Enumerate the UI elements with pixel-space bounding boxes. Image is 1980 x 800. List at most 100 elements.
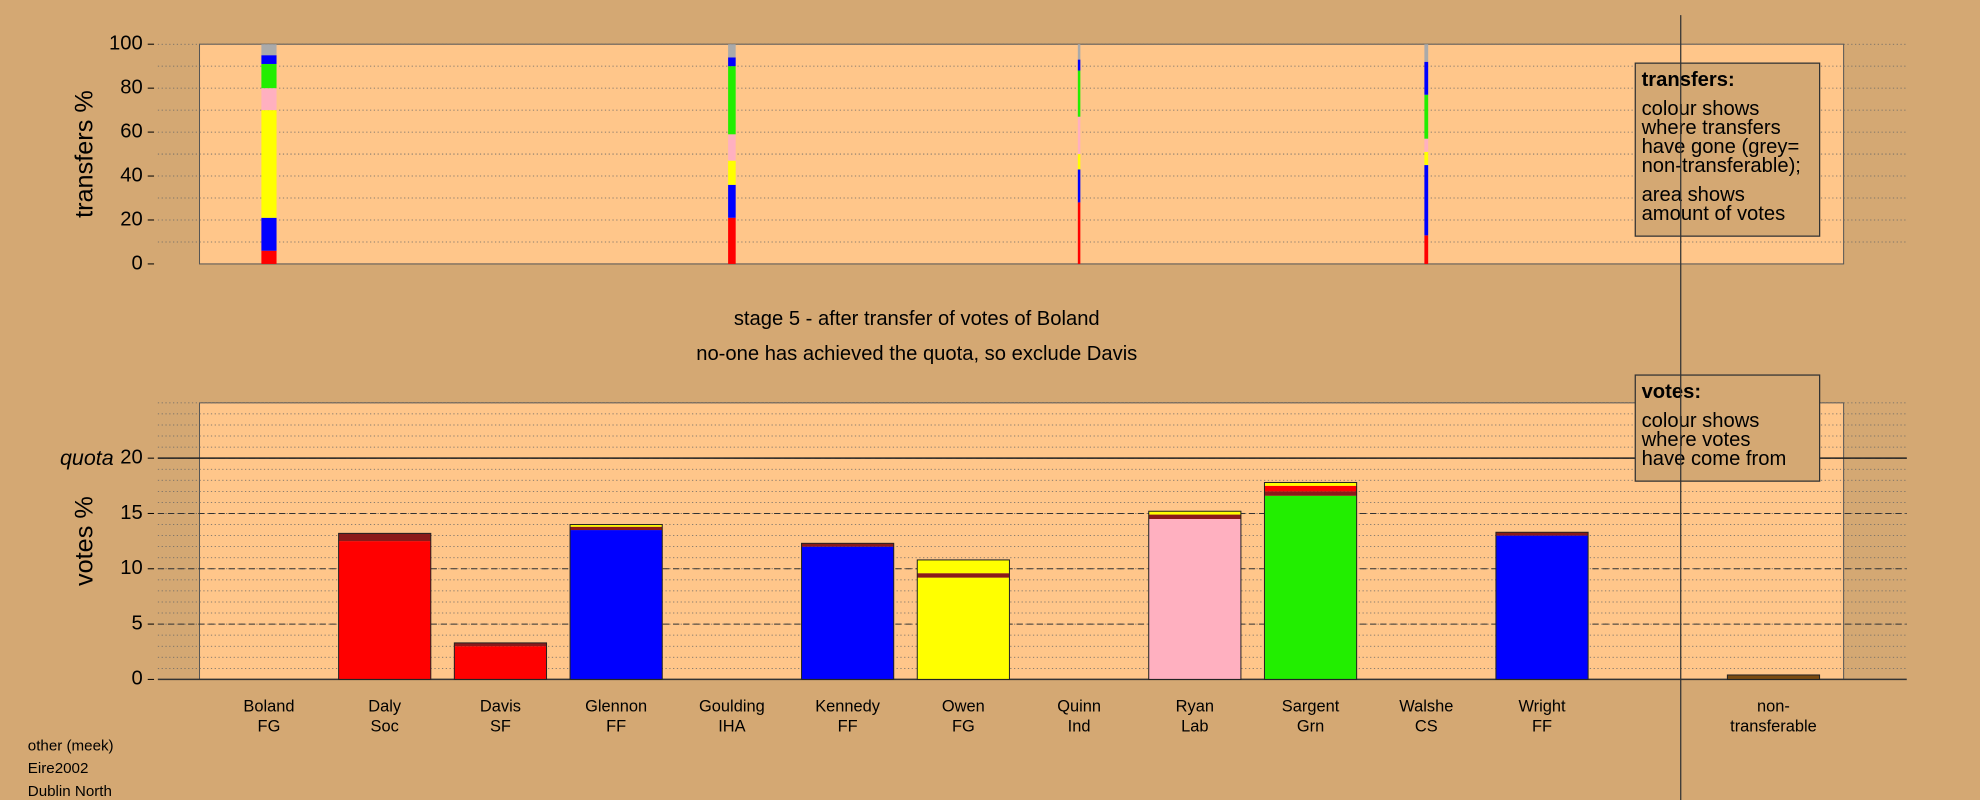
- x-tick-label: Grn: [1297, 718, 1324, 736]
- x-tick-label: Quinn: [1057, 698, 1101, 716]
- bar-outline: [453, 642, 548, 680]
- y-axis-label: transfers %: [71, 90, 99, 218]
- bar-segment: [1424, 94, 1429, 139]
- bar-segment: [1727, 674, 1820, 680]
- bar-outline: [1148, 510, 1242, 680]
- y-axis-label: votes %: [71, 496, 99, 586]
- bar-segment: [728, 66, 736, 135]
- legend-text: non-transferable);: [1642, 155, 1801, 177]
- bar-segment: [261, 44, 277, 56]
- y-tick-label: 40: [120, 164, 142, 186]
- bar-segment: [1148, 518, 1241, 680]
- bar-segment: [801, 546, 894, 680]
- legend-box: [1634, 62, 1821, 237]
- bar-outline: [1726, 674, 1821, 680]
- x-tick-label: Davis: [480, 698, 521, 716]
- legend-text: colour shows: [1642, 410, 1760, 432]
- bar-segment: [570, 524, 663, 527]
- bar-segment: [917, 573, 1010, 578]
- bar-segment: [728, 217, 736, 264]
- x-tick-label: FG: [952, 718, 975, 736]
- x-tick-label: non-: [1757, 698, 1790, 716]
- bar-segment: [454, 642, 547, 647]
- x-tick-label: CS: [1415, 718, 1438, 736]
- footer-text: Eire2002: [28, 760, 89, 777]
- caption: stage 5 - after transfer of votes of Bol…: [734, 308, 1100, 330]
- x-tick-label: FF: [838, 718, 858, 736]
- bar-segment: [1077, 116, 1081, 155]
- bar-segment: [917, 577, 1010, 680]
- bar-segment: [1495, 532, 1589, 536]
- bar-outline: [569, 524, 663, 680]
- x-tick-label: Soc: [371, 718, 399, 736]
- bar-segment: [1077, 70, 1081, 117]
- caption: no-one has achieved the quota, so exclud…: [696, 343, 1137, 365]
- bar-outline: [916, 559, 1010, 680]
- x-tick-label: FG: [258, 718, 281, 736]
- bar-segment: [728, 57, 736, 67]
- x-tick-label: Sargent: [1282, 698, 1340, 716]
- bar-segment: [261, 55, 277, 64]
- bar-segment: [1264, 491, 1357, 496]
- y-tick-label: 20: [120, 208, 142, 230]
- y-tick-label: 60: [120, 120, 142, 142]
- bar-segment: [261, 88, 277, 111]
- y-tick-label: 100: [109, 33, 143, 55]
- y-tick-label: 5: [131, 612, 142, 634]
- y-tick-label: 0: [131, 668, 142, 690]
- y-tick-label: 15: [120, 502, 142, 524]
- x-tick-label: Walshe: [1399, 698, 1453, 716]
- bar-segment: [1424, 235, 1429, 264]
- legend-title: votes:: [1642, 381, 1701, 403]
- bar-segment: [454, 646, 547, 680]
- legend-text: area shows: [1642, 184, 1745, 206]
- bar-segment: [728, 184, 736, 218]
- bar-segment: [1264, 485, 1357, 492]
- legend-text: where transfers: [1641, 117, 1781, 139]
- x-tick-label: transferable: [1730, 718, 1817, 736]
- bar-segment: [1148, 511, 1241, 515]
- y-tick-label: 20: [120, 446, 142, 468]
- bar-segment: [1077, 44, 1081, 60]
- x-tick-label: IHA: [718, 718, 745, 736]
- legend-text: colour shows: [1642, 98, 1760, 120]
- legend-text: have come from: [1642, 448, 1787, 470]
- x-tick-label: Ryan: [1176, 698, 1214, 716]
- bar-segment: [728, 134, 736, 161]
- bar-segment: [570, 526, 663, 531]
- bar-outline: [801, 542, 895, 680]
- bar-segment: [1077, 202, 1081, 264]
- bar-segment: [261, 63, 277, 89]
- legend-title: transfers:: [1642, 69, 1735, 91]
- legend-box: [1634, 374, 1821, 482]
- bar-segment: [338, 541, 431, 680]
- x-tick-label: FF: [1532, 718, 1552, 736]
- bar-segment: [1264, 482, 1357, 486]
- bar-segment: [570, 530, 663, 680]
- bar-segment: [1424, 61, 1429, 95]
- bar-segment: [1148, 514, 1241, 519]
- bar-segment: [917, 559, 1010, 574]
- bar-segment: [1424, 151, 1429, 166]
- y-tick-label: 10: [120, 557, 142, 579]
- bar-segment: [261, 217, 277, 251]
- x-tick-label: Ind: [1068, 718, 1091, 736]
- bar-segment: [338, 533, 431, 542]
- x-tick-label: Boland: [243, 698, 294, 716]
- bar-outline: [338, 532, 432, 680]
- bar-segment: [1077, 59, 1081, 71]
- footer-text: Dublin North: [28, 783, 112, 800]
- y-tick-label: 0: [131, 252, 142, 274]
- quota-label: quota: [60, 446, 114, 470]
- x-tick-label: SF: [490, 718, 511, 736]
- x-tick-label: Daly: [368, 698, 402, 716]
- y-tick-label: 80: [120, 76, 142, 98]
- x-tick-label: Wright: [1518, 698, 1566, 716]
- bar-segment: [801, 543, 894, 547]
- bar-segment: [728, 160, 736, 185]
- legend-text: amount of votes: [1642, 203, 1786, 225]
- footer-text: other (meek): [28, 737, 114, 754]
- bar-segment: [261, 110, 277, 218]
- bar-segment: [728, 44, 736, 58]
